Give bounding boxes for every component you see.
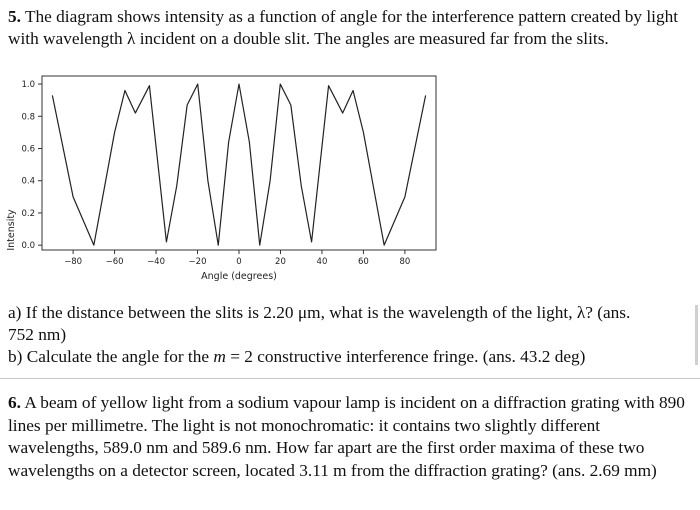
plot-border — [41, 75, 437, 251]
part-b-text-after: 2 constructive interference fringe. (ans… — [244, 347, 586, 366]
x-tick-label: 60 — [358, 257, 369, 267]
x-axis-label: Angle (degrees) — [201, 271, 277, 282]
y-tick-label: 0.4 — [21, 177, 35, 187]
question-5-text: The diagram shows intensity as a functio… — [8, 7, 679, 48]
y-tick-label: 0.2 — [21, 209, 35, 219]
y-tick-label: 1.0 — [21, 80, 35, 90]
part-a: a) If the distance between the slits is … — [8, 302, 688, 346]
intensity-curve — [51, 83, 427, 246]
question-5: 5. The diagram shows intensity as a func… — [8, 6, 696, 50]
part-b: b) Calculate the angle for the m = 2 con… — [8, 346, 688, 368]
chart-frame — [41, 75, 437, 251]
y-axis-ticks: 0.0 0.2 0.4 0.6 0.8 1.0 — [21, 80, 42, 251]
part-b-m-symbol: m — [213, 347, 226, 366]
x-tick-label: −40 — [147, 257, 165, 267]
curve-layer — [51, 83, 427, 246]
y-tick-label: 0.8 — [21, 112, 35, 122]
x-tick-label: −60 — [106, 257, 124, 267]
y-tick-label: 0.6 — [21, 145, 35, 155]
x-tick-label: −20 — [189, 257, 207, 267]
intensity-chart: 0.0 0.2 0.4 0.6 0.8 1.0 −80 −60 −40 −20 0 20 40 60 80… — [6, 75, 437, 282]
y-tick-label: 0.0 — [21, 241, 35, 251]
scrollbar-indicator — [695, 305, 698, 365]
section-divider — [0, 378, 700, 379]
y-axis-label: Intensity — [6, 209, 17, 251]
x-axis-ticks: −80 −60 −40 −20 0 20 40 60 80 — [64, 250, 410, 267]
part-b-equals: = — [230, 347, 240, 366]
question-6-number: 6. — [8, 393, 21, 412]
question-6: 6. A beam of yellow light from a sodium … — [8, 392, 694, 482]
x-tick-label: −80 — [64, 257, 82, 267]
x-tick-label: 40 — [317, 257, 328, 267]
question-5-number: 5. — [8, 7, 21, 26]
part-a-answer: 752 nm) — [8, 325, 67, 344]
part-b-text-before: b) Calculate the angle for the — [8, 347, 210, 366]
x-tick-label: 0 — [236, 257, 241, 267]
part-a-text: a) If the distance between the slits is … — [8, 303, 631, 322]
x-tick-label: 20 — [275, 257, 286, 267]
question-6-text: A beam of yellow light from a sodium vap… — [8, 393, 685, 480]
x-tick-label: 80 — [399, 257, 410, 267]
